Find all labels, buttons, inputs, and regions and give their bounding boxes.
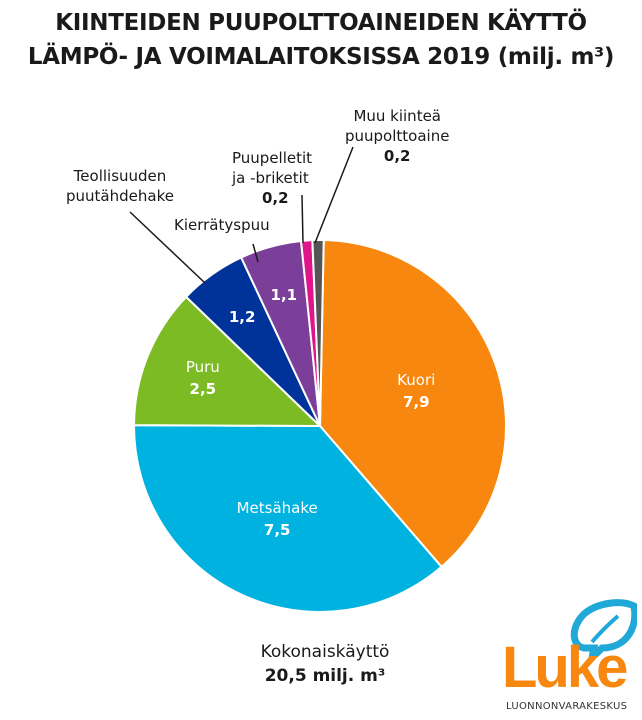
pie-slice (132, 295, 323, 428)
label-teoll-line1: Teollisuuden (73, 167, 167, 185)
slice-label: Puru 2,5 (186, 356, 220, 400)
label-teollisuuden: Teollisuuden puutähdehake (66, 166, 174, 206)
pie-slice (133, 424, 443, 613)
leader-line-muu (314, 146, 354, 244)
leader-line-teoll (129, 211, 206, 284)
label-pellet-value: 0,2 (262, 189, 289, 207)
label-pelletit: Puupelletit ja -briketit 0,2 (232, 148, 312, 208)
label-muu-line2: puupolttoaine (345, 127, 450, 145)
logo-subtitle: LUONNONVARAKESKUS (506, 701, 628, 712)
label-kierratyspuu: Kierrätyspuu (174, 216, 270, 234)
leader-line-kierr (252, 243, 259, 263)
slice-label-value: 7,9 (402, 393, 430, 412)
pie-slice (318, 239, 507, 569)
chart-title-line2: LÄMPÖ- JA VOIMALAITOKSISSA 2019 (milj. m… (27, 44, 615, 70)
label-muu: Muu kiinteä puupolttoaine 0,2 (345, 106, 449, 166)
slice-label-name: Metsähake (236, 498, 318, 517)
label-teoll-line2: puutähdehake (66, 187, 174, 205)
leaf-icon (570, 599, 637, 658)
total: Kokonaiskäyttö 20,5 milj. m³ (220, 640, 430, 688)
label-muu-line1: Muu kiinteä (353, 107, 441, 125)
luke-logo: Luke LUONNONVARAKESKUS (492, 598, 637, 718)
total-label: Kokonaiskäyttö (260, 642, 390, 662)
total-value: 20,5 milj. m³ (264, 666, 386, 686)
label-muu-value: 0,2 (383, 147, 411, 165)
slice-label: 1,1 (271, 284, 298, 306)
label-pellet-line1: Puupelletit (232, 149, 313, 167)
pie-slice (311, 239, 325, 427)
slice-label-value: 1,1 (270, 286, 298, 305)
slice-label-value: 1,2 (228, 308, 256, 327)
slice-label-value: 2,5 (189, 380, 217, 399)
slice-label-value: 7,5 (263, 520, 291, 539)
slice-label: Kuori 7,9 (397, 369, 435, 413)
slice-label-name: Puru (185, 358, 220, 377)
label-pellet-line2: ja -briketit (232, 169, 309, 187)
slice-label-name: Kuori (397, 371, 436, 390)
chart-title-line1: KIINTEIDEN PUUPOLTTOAINEIDEN KÄYTTÖ (55, 10, 587, 36)
leader-line-pellet (301, 194, 304, 244)
logo-wordmark: Luke (502, 635, 628, 700)
slice-label: 1,2 (229, 306, 256, 328)
slice-label: Metsähake 7,5 (237, 497, 318, 541)
